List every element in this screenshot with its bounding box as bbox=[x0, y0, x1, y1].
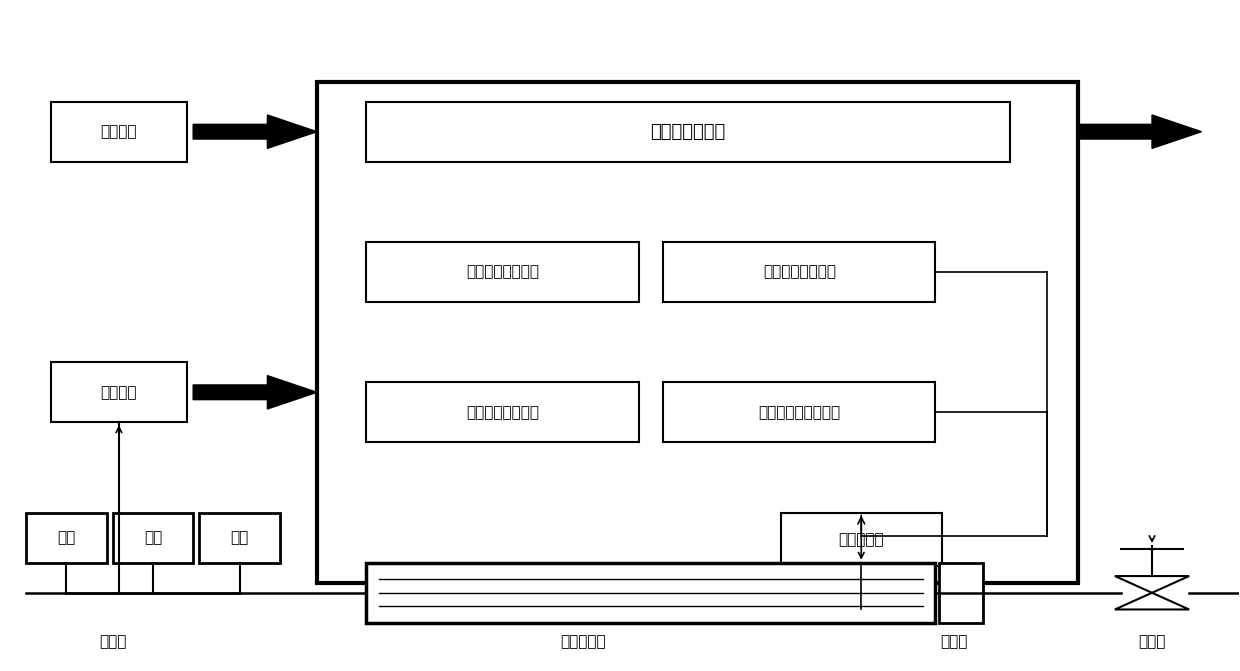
FancyBboxPatch shape bbox=[26, 513, 107, 563]
FancyBboxPatch shape bbox=[663, 242, 935, 302]
Text: 实际采热计算模块: 实际采热计算模块 bbox=[466, 405, 539, 420]
FancyBboxPatch shape bbox=[51, 101, 187, 162]
FancyBboxPatch shape bbox=[113, 513, 193, 563]
Text: 调节阀: 调节阀 bbox=[1138, 635, 1166, 650]
Polygon shape bbox=[193, 376, 317, 409]
FancyBboxPatch shape bbox=[663, 382, 935, 442]
Text: 减速机: 减速机 bbox=[940, 635, 967, 650]
Polygon shape bbox=[193, 115, 317, 148]
Text: 大数据交换模块: 大数据交换模块 bbox=[651, 123, 725, 141]
FancyBboxPatch shape bbox=[51, 362, 187, 422]
Text: 过程数据: 过程数据 bbox=[100, 384, 138, 400]
Text: 预计采热计算模块: 预计采热计算模块 bbox=[466, 264, 539, 280]
Text: 太阳跟踪器: 太阳跟踪器 bbox=[838, 532, 884, 547]
Text: 气象数据: 气象数据 bbox=[100, 124, 138, 139]
FancyBboxPatch shape bbox=[366, 382, 639, 442]
FancyBboxPatch shape bbox=[781, 513, 941, 566]
Text: 跟踪器连锁控制模块: 跟踪器连锁控制模块 bbox=[759, 405, 841, 420]
Text: 温度: 温度 bbox=[57, 530, 76, 545]
FancyBboxPatch shape bbox=[317, 82, 1078, 582]
FancyBboxPatch shape bbox=[939, 563, 982, 623]
Text: 流量: 流量 bbox=[144, 530, 162, 545]
FancyBboxPatch shape bbox=[366, 563, 935, 623]
Text: 网络数据共享: 网络数据共享 bbox=[1109, 124, 1163, 139]
FancyBboxPatch shape bbox=[200, 513, 280, 563]
Text: 压力: 压力 bbox=[231, 530, 249, 545]
Text: 槽式集热器: 槽式集热器 bbox=[560, 635, 605, 650]
Text: 导热油: 导热油 bbox=[99, 635, 126, 650]
FancyBboxPatch shape bbox=[366, 242, 639, 302]
FancyBboxPatch shape bbox=[366, 101, 1009, 162]
Text: 过程参数调节模块: 过程参数调节模块 bbox=[763, 264, 836, 280]
Polygon shape bbox=[1078, 115, 1202, 148]
